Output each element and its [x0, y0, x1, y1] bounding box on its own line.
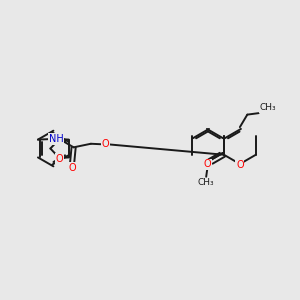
Text: CH₃: CH₃ [198, 178, 214, 187]
Text: O: O [236, 160, 244, 170]
Text: O: O [204, 159, 211, 169]
Text: CH₃: CH₃ [259, 103, 276, 112]
Text: O: O [102, 140, 110, 149]
Text: NH: NH [49, 134, 64, 144]
Text: O: O [56, 154, 63, 164]
Text: O: O [56, 134, 63, 143]
Text: O: O [68, 163, 76, 173]
